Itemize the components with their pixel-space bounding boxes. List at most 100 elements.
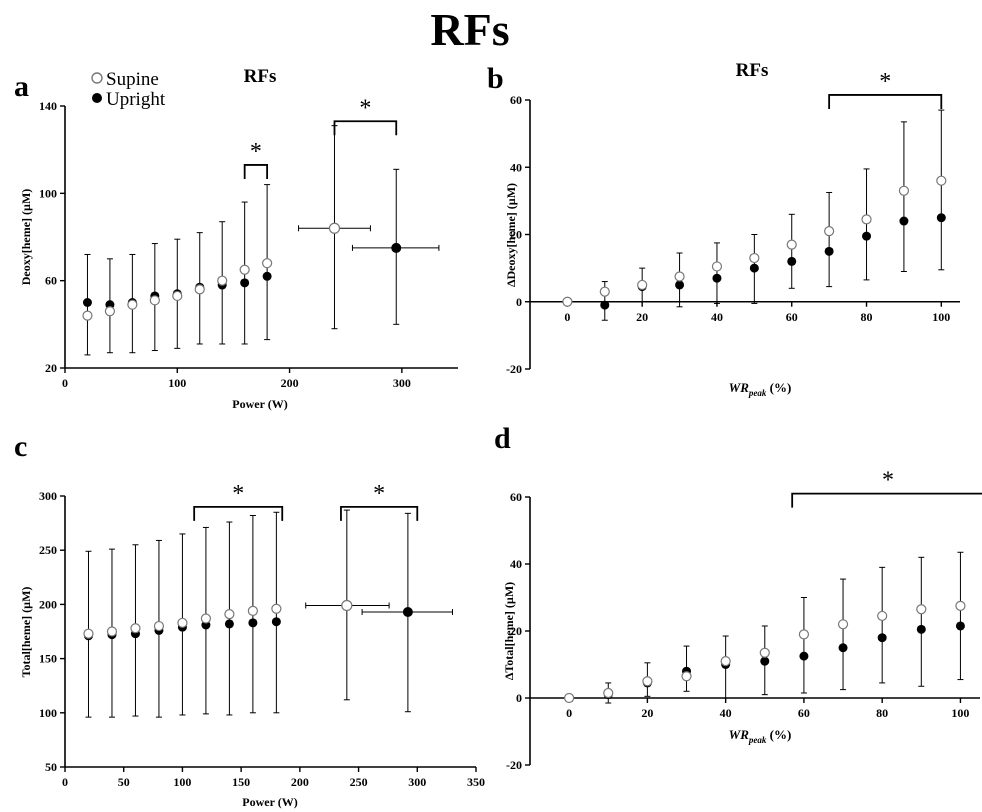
supine-peak-point [341, 599, 353, 612]
x-tick-label: 80 [861, 310, 873, 324]
supine-point [83, 628, 94, 639]
y-tick-label: -20 [506, 362, 522, 376]
upright-point [899, 216, 909, 226]
y-tick-label: 0 [516, 691, 522, 705]
supine-point [200, 613, 212, 624]
significance-bracket [791, 492, 982, 508]
upright-point [787, 256, 797, 266]
supine-point [681, 671, 692, 682]
x-tick-label: 300 [408, 775, 426, 789]
x-tick-label: 50 [118, 775, 130, 789]
supine-point [749, 252, 760, 264]
supine-point [798, 629, 810, 640]
supine-point [603, 687, 614, 699]
x-tick-label: 100 [951, 706, 969, 720]
y-tick-label: 200 [39, 597, 57, 611]
upright-point [877, 633, 887, 643]
y-tick-label: 0 [516, 295, 522, 309]
panel-letter: c [14, 430, 27, 463]
supine-point [824, 226, 835, 237]
upright-point [600, 300, 610, 310]
y-tick-label: 250 [39, 543, 57, 557]
x-tick-label: 40 [711, 310, 723, 324]
supine-point [262, 258, 273, 269]
x-axis-label: Power (W) [232, 397, 287, 411]
x-tick-label: 0 [62, 775, 68, 789]
upright-point [712, 273, 722, 283]
upright-point [248, 618, 258, 628]
supine-point [194, 284, 205, 295]
panel-letter: b [487, 62, 504, 95]
upright-point [916, 624, 926, 634]
supine-point [104, 306, 116, 317]
panel-b: b RFs -20 0 20 40 60 0 20 40 60 80 100 ΔDeoxy[heme] (… [487, 60, 960, 398]
panel-d: d -20 0 20 40 60 0 20 40 60 80 100 ΔTotal[heme] (µM)… [494, 422, 982, 772]
supine-point [224, 609, 235, 620]
significance-star: * [882, 468, 894, 494]
supine-point [239, 264, 250, 275]
upright-point [760, 656, 770, 666]
x-tick-label: 200 [281, 376, 299, 390]
x-axis-label: WRpeak (%) [729, 380, 792, 398]
supine-point [861, 214, 872, 225]
upright-point [936, 213, 946, 223]
y-tick-label: 300 [39, 489, 57, 503]
supine-point [127, 299, 138, 310]
x-tick-label: 60 [798, 706, 810, 720]
supine-point [562, 296, 573, 307]
supine-point [674, 271, 685, 282]
supine-point [247, 605, 258, 617]
panel-title: RFs [736, 60, 769, 81]
significance-bracket [333, 120, 398, 136]
x-tick-label: 100 [932, 310, 950, 324]
panel-letter: d [494, 422, 511, 455]
x-tick-label: 0 [564, 310, 570, 324]
x-tick-label: 250 [350, 775, 368, 789]
supine-point [898, 185, 910, 196]
x-tick-label: 0 [566, 706, 572, 720]
figure-title: RFs [430, 4, 509, 55]
y-axis-label: Total[heme] (µM) [19, 587, 33, 678]
supine-point [955, 600, 966, 611]
y-tick-label: 150 [39, 652, 57, 666]
supine-point [837, 619, 849, 630]
y-tick-label: 140 [39, 99, 57, 113]
significance-star: * [359, 95, 371, 121]
significance-bracket [193, 505, 284, 521]
x-tick-label: 80 [876, 706, 888, 720]
upright-point [82, 298, 92, 307]
x-axis-label-main: WR [729, 380, 750, 395]
panel-a: a RFs 20 60 100 140 0 100 200 300 Deoxy[heme] (µM)… [14, 66, 458, 411]
panel-letter: a [14, 70, 29, 103]
y-tick-label: 20 [510, 624, 522, 638]
x-axis-label-sub: peak [748, 388, 767, 398]
supine-point [720, 656, 731, 667]
y-tick-label: 100 [39, 186, 57, 200]
x-tick-label: 20 [641, 706, 653, 720]
supine-point [149, 295, 160, 306]
supine-point [786, 239, 797, 250]
x-axis-label: WRpeak (%) [729, 727, 792, 745]
upright-point [838, 643, 848, 653]
y-axis-label: Deoxy[heme] (µM) [19, 189, 33, 286]
supine-point [637, 279, 648, 291]
legend-supine-label: Supine [106, 69, 159, 90]
upright-peak-point [402, 606, 413, 617]
supine-point [599, 286, 610, 297]
x-tick-label: 300 [393, 376, 411, 390]
upright-point [955, 621, 965, 631]
x-tick-label: 350 [467, 775, 485, 789]
legend-supine-marker [91, 72, 103, 84]
y-tick-label: 100 [39, 706, 57, 720]
upright-point [799, 651, 809, 661]
supine-point [936, 175, 947, 186]
supine-point [271, 603, 282, 614]
supine-point [711, 261, 723, 272]
y-tick-label: 50 [45, 760, 57, 774]
y-tick-label: 60 [510, 490, 522, 504]
significance-bracket [340, 505, 419, 521]
supine-point [759, 647, 770, 658]
panel-title: RFs [244, 66, 277, 87]
legend-upright-marker [92, 93, 102, 103]
y-tick-label: 60 [510, 93, 522, 107]
